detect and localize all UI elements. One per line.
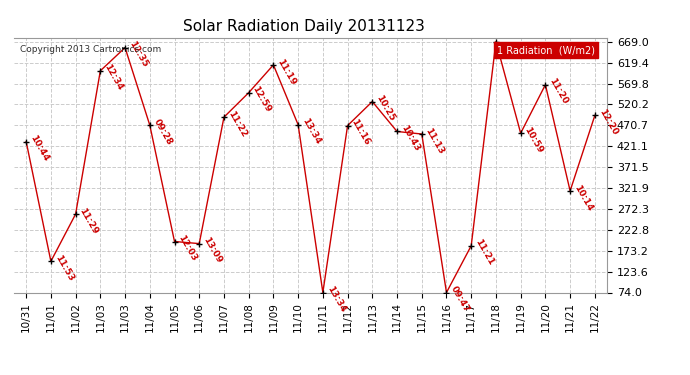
Text: 11:53: 11:53	[53, 254, 75, 283]
Text: 12:20: 12:20	[597, 108, 619, 137]
Text: 09:28: 09:28	[152, 117, 174, 147]
Text: 11:22: 11:22	[226, 109, 248, 139]
Text: 11:21: 11:21	[473, 238, 495, 267]
Text: 11:20: 11:20	[547, 77, 569, 106]
Text: Copyright 2013 Cartronics.com: Copyright 2013 Cartronics.com	[20, 45, 161, 54]
Text: 10:59: 10:59	[522, 125, 544, 154]
Text: 13:34: 13:34	[325, 285, 347, 314]
Text: 10:25: 10:25	[374, 94, 396, 123]
Text: 11:19: 11:19	[275, 57, 297, 86]
Text: 11:13: 11:13	[424, 126, 446, 156]
Text: 10:14: 10:14	[572, 183, 594, 212]
Text: 11:16: 11:16	[350, 118, 372, 147]
Text: 12:03: 12:03	[177, 234, 199, 263]
Text: 1 Radiation  (W/m2): 1 Radiation (W/m2)	[497, 45, 595, 55]
Text: 10:43: 10:43	[399, 124, 421, 153]
Text: Solar Radiation Daily 20131123: Solar Radiation Daily 20131123	[183, 19, 424, 34]
Text: 13:09: 13:09	[201, 236, 224, 265]
Text: 09:47: 09:47	[448, 285, 471, 314]
Text: 13:34: 13:34	[300, 117, 322, 146]
Text: 12:34: 12:34	[102, 63, 124, 92]
Text: 11:29: 11:29	[77, 206, 100, 236]
Text: 12:59: 12:59	[250, 85, 273, 114]
Text: 10:44: 10:44	[28, 134, 50, 163]
Text: 12:35: 12:35	[127, 40, 149, 69]
